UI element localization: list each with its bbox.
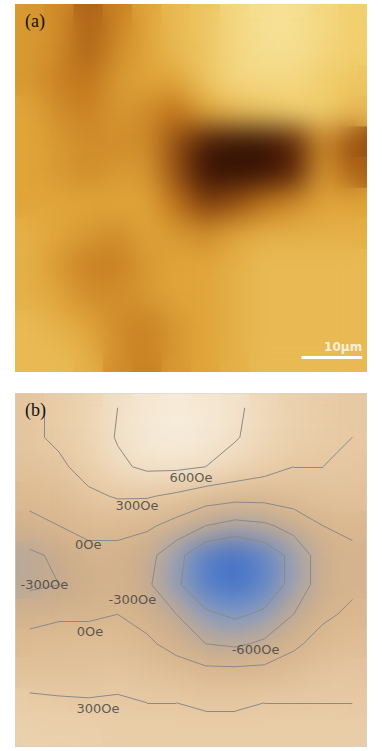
svg-text:10μm: 10μm: [324, 340, 362, 354]
svg-text:0Oe: 0Oe: [77, 624, 104, 639]
svg-text:-300Oe: -300Oe: [108, 592, 156, 607]
svg-text:-600Oe: -600Oe: [232, 642, 280, 657]
svg-text:300Oe: 300Oe: [76, 701, 119, 716]
svg-text:-300Oe: -300Oe: [20, 577, 68, 592]
svg-text:(b): (b): [25, 400, 46, 421]
svg-text:300Oe: 300Oe: [116, 498, 159, 513]
svg-text:600Oe: 600Oe: [169, 470, 212, 485]
svg-text:(a): (a): [25, 11, 45, 32]
svg-text:0Oe: 0Oe: [75, 537, 102, 552]
